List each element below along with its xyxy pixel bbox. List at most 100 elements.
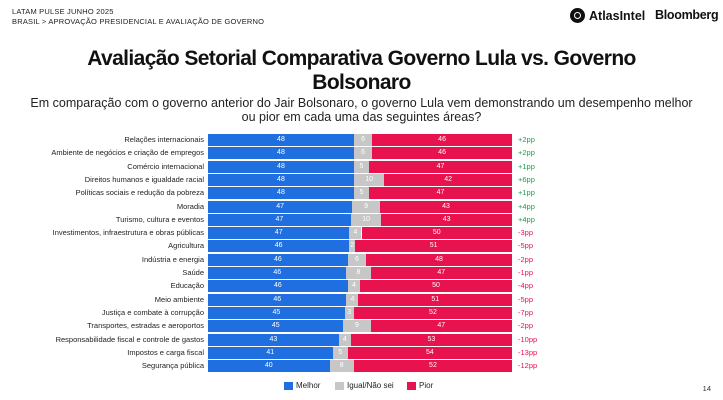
bar-segment-pior: 47 xyxy=(370,267,512,279)
chart-row: Justiça e combate à corrupção 45 3 52 -7pp xyxy=(0,306,723,319)
bar-segment-pior: 42 xyxy=(384,173,512,186)
legend-swatch-pior xyxy=(407,381,416,390)
bar-segment-igual: 6 xyxy=(353,134,373,146)
legend: Melhor Igual/Não sei Pior xyxy=(0,381,723,391)
atlas-logo-icon xyxy=(570,8,585,23)
category-label: Relações internacionais xyxy=(124,135,204,144)
chart-row: Direitos humanos e igualdade racial 48 10 4… xyxy=(0,173,723,186)
bar-segment-melhor: 48 xyxy=(208,160,354,173)
category-label: Ambiente de negócios e criação de empreg… xyxy=(51,148,204,158)
atlasintel-logo: AtlasIntel xyxy=(570,8,645,23)
chart-row: Turismo, cultura e eventos 47 10 43 +4pp xyxy=(0,213,723,226)
legend-label-igual: Igual/Não sei xyxy=(347,381,394,390)
bar-segment-melhor: 47 xyxy=(208,227,350,240)
legend-item-igual: Igual/Não sei xyxy=(335,381,394,390)
bar-segment-pior: 48 xyxy=(366,253,512,266)
chart-row: Comércio internacional 48 5 47 +1pp xyxy=(0,160,723,173)
delta-label: -5pp xyxy=(518,294,534,304)
category-label: Responsabilidade fiscal e controle de ga… xyxy=(55,334,204,344)
chart-row: Agricultura 46 2 51 -5pp xyxy=(0,240,723,253)
bar-segment-melhor: 40 xyxy=(208,360,330,373)
chart-row: Políticas sociais e redução da pobreza 48… xyxy=(0,187,723,200)
chart-row: Impostos e carga fiscal 41 5 54 -13pp xyxy=(0,346,723,359)
delta-label: -13pp xyxy=(518,347,538,357)
chart-row: Meio ambiente 46 4 51 -5pp xyxy=(0,293,723,306)
bar-segment-igual: 6 xyxy=(353,147,373,160)
delta-label: -2pp xyxy=(518,321,534,331)
delta-label: -7pp xyxy=(518,307,534,317)
category-label: Indústria e energia xyxy=(141,254,204,264)
bar-segment-melhor: 48 xyxy=(208,134,354,146)
bar-segment-igual: 5 xyxy=(353,160,370,173)
category-label: Investimentos, infraestrutura e obras pú… xyxy=(52,228,204,238)
bar-segment-melhor: 46 xyxy=(208,293,347,306)
category-label: Transportes, estradas e aeroportos xyxy=(87,321,204,331)
category-label: Moradia xyxy=(176,201,204,211)
breadcrumb: BRASIL > APROVAÇÃO PRESIDENCIAL E AVALIA… xyxy=(12,17,265,26)
bar-segment-melhor: 48 xyxy=(208,147,354,160)
bar-segment-pior: 50 xyxy=(361,227,512,240)
bar-segment-melhor: 48 xyxy=(208,187,354,200)
category-label: Meio ambiente xyxy=(154,294,204,304)
delta-label: +2pp xyxy=(518,148,535,158)
survey-name: LATAM PULSE JUNHO 2025 xyxy=(12,7,114,16)
bar-segment-melhor: 46 xyxy=(208,240,350,253)
legend-item-pior: Pior xyxy=(407,381,433,390)
delta-label: -2pp xyxy=(518,254,534,264)
bar-segment-pior: 53 xyxy=(350,333,512,346)
bar-segment-pior: 51 xyxy=(358,293,512,306)
delta-label: -5pp xyxy=(518,241,534,251)
bar-segment-pior: 54 xyxy=(347,346,512,359)
bar-segment-melhor: 45 xyxy=(208,306,345,319)
bar-segment-melhor: 47 xyxy=(208,200,353,213)
bar-segment-pior: 47 xyxy=(370,320,512,333)
bloomberg-logo: Bloomberg xyxy=(655,8,719,22)
delta-label: -1pp xyxy=(518,268,534,277)
bar-segment-igual: 10 xyxy=(350,213,382,226)
bar-segment-melhor: 46 xyxy=(208,267,347,279)
category-label: Saúde xyxy=(182,268,204,277)
chart-row: Segurança pública 40 8 52 -12pp xyxy=(0,360,723,373)
bar-segment-igual: 8 xyxy=(329,360,354,373)
category-label: Agricultura xyxy=(168,241,204,251)
bar-segment-pior: 52 xyxy=(353,360,512,373)
category-label: Justiça e combate à corrupção xyxy=(101,307,204,317)
bloomberg-wordmark: Bloomberg xyxy=(655,8,719,22)
legend-swatch-melhor xyxy=(284,381,293,390)
delta-label: +1pp xyxy=(518,161,535,171)
bar-segment-igual: 8 xyxy=(346,267,371,279)
bar-segment-pior: 52 xyxy=(353,306,512,319)
bar-segment-igual: 4 xyxy=(347,280,360,293)
category-label: Impostos e carga fiscal xyxy=(127,347,204,357)
bar-segment-igual: 9 xyxy=(343,320,371,333)
chart-row: Relações internacionais 48 6 46 +2pp xyxy=(0,134,723,146)
bar-segment-pior: 50 xyxy=(360,280,512,293)
chart-row: Investimentos, infraestrutura e obras pú… xyxy=(0,227,723,240)
bar-segment-igual: 9 xyxy=(352,200,380,213)
bar-segment-pior: 47 xyxy=(369,187,512,200)
delta-label: +6pp xyxy=(518,174,535,184)
bar-segment-pior: 51 xyxy=(355,240,512,253)
category-label: Comércio internacional xyxy=(127,161,204,171)
chart-row: Transportes, estradas e aeroportos 45 9 47-… xyxy=(0,320,723,333)
bar-segment-igual: 5 xyxy=(332,346,348,359)
chart-row: Ambiente de negócios e criação de empreg… xyxy=(0,147,723,160)
delta-label: +2pp xyxy=(518,135,535,144)
bar-segment-pior: 46 xyxy=(372,147,512,160)
delta-label: -12pp xyxy=(518,361,538,371)
bar-segment-melhor: 46 xyxy=(208,280,348,293)
bar-segment-melhor: 48 xyxy=(208,173,354,186)
category-label: Turismo, cultura e eventos xyxy=(115,214,204,224)
header-left: LATAM PULSE JUNHO 2025 BRASIL > APROVAÇÃ… xyxy=(12,7,264,27)
page-number: 14 xyxy=(702,384,711,393)
legend-label-melhor: Melhor xyxy=(296,381,321,390)
bar-segment-pior: 47 xyxy=(369,160,512,173)
category-label: Direitos humanos e igualdade racial xyxy=(84,174,204,184)
chart-row: Educação 46 4 50 -4pp xyxy=(0,280,723,293)
delta-label: +1pp xyxy=(518,188,535,198)
chart-row: Responsabilidade fiscal e controle de ga… xyxy=(0,333,723,346)
delta-label: -10pp xyxy=(518,334,538,344)
chart-title: Avaliação Setorial Comparativa Governo L… xyxy=(87,47,636,94)
legend-swatch-igual xyxy=(335,381,344,390)
bar-segment-pior: 43 xyxy=(379,200,512,213)
